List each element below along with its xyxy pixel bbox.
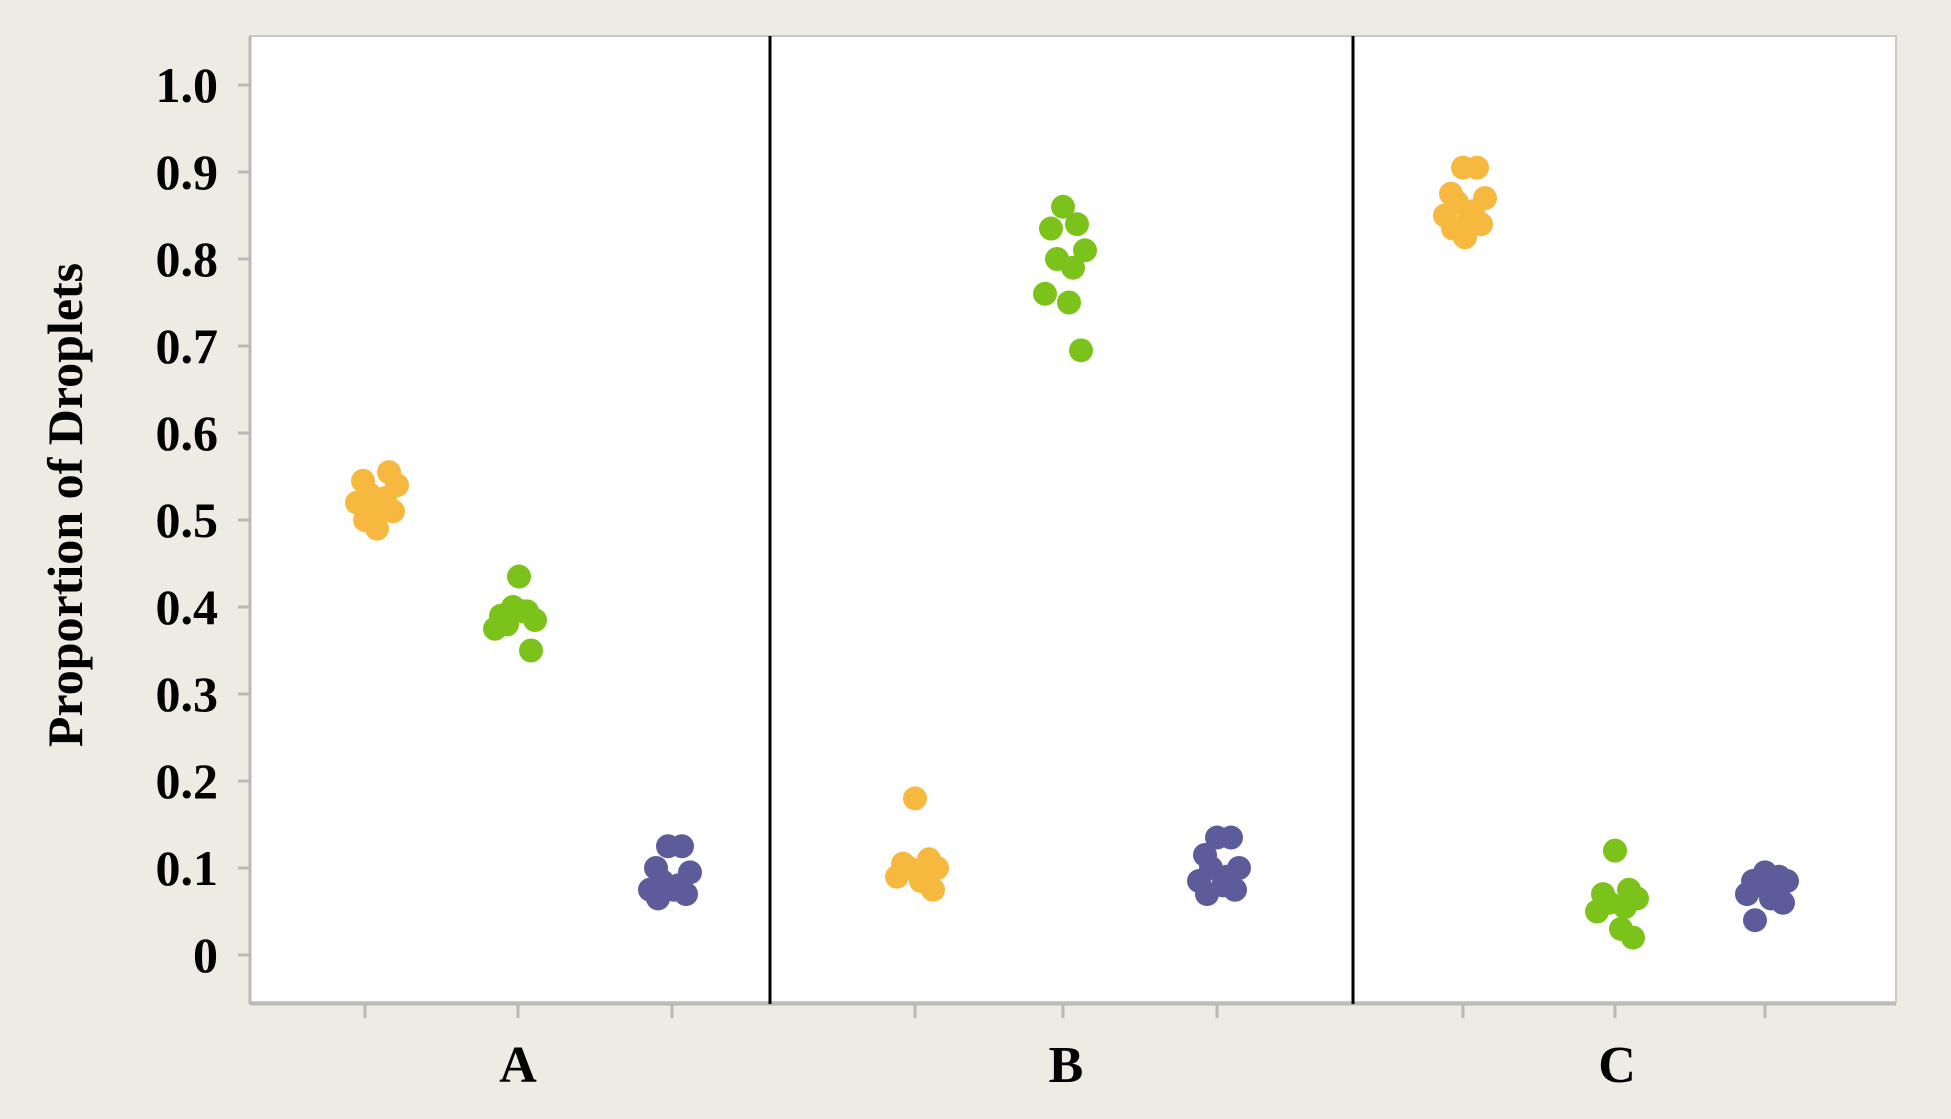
data-point (1223, 877, 1247, 902)
data-points (345, 155, 1799, 950)
data-point (483, 616, 507, 641)
data-point (1073, 238, 1097, 263)
data-point (1453, 225, 1477, 250)
data-point (670, 834, 694, 859)
y-tick-label: 0.4 (156, 579, 219, 635)
data-point (1219, 825, 1243, 850)
data-point (1603, 838, 1627, 863)
data-point (1051, 194, 1075, 219)
data-point (1033, 281, 1057, 306)
data-point (1057, 290, 1081, 315)
y-axis-label: Proportion of Droplets (37, 263, 93, 747)
data-point (1743, 908, 1767, 933)
data-point (511, 599, 535, 624)
y-tick-label: 0.6 (156, 405, 219, 461)
category-label-a: A (499, 1037, 537, 1094)
data-point (921, 877, 945, 902)
y-tick-label: 0.3 (156, 666, 219, 722)
data-point (381, 499, 405, 524)
data-point (1039, 216, 1063, 241)
data-point (1069, 338, 1093, 363)
data-point (1065, 212, 1089, 237)
data-point (365, 516, 389, 541)
data-point (1195, 882, 1219, 907)
data-point (1613, 895, 1637, 920)
data-point (1771, 890, 1795, 915)
data-point (1061, 255, 1085, 280)
y-axis-ticks: 0 0.1 0.2 0.3 0.4 0.5 0.6 0.7 0.8 0.9 1.0 (156, 57, 250, 983)
category-labels: A B C (499, 1037, 1636, 1094)
data-point (1465, 155, 1489, 180)
x-axis-ticks (363, 1004, 1767, 1018)
data-point (1469, 212, 1493, 237)
data-point (1735, 882, 1759, 907)
y-tick-label: 0.5 (156, 492, 219, 548)
data-point (1621, 925, 1645, 950)
y-tick-label: 0.2 (156, 753, 219, 809)
data-point (507, 564, 531, 589)
data-point (646, 886, 670, 911)
data-point (519, 638, 543, 663)
category-label-c: C (1598, 1037, 1636, 1094)
y-tick-label: 1.0 (156, 57, 219, 113)
y-tick-label: 0.8 (156, 231, 219, 287)
category-label-b: B (1049, 1037, 1084, 1094)
data-point (903, 786, 927, 811)
y-tick-label: 0.1 (156, 840, 219, 896)
y-tick-label: 0.7 (156, 318, 219, 374)
data-point (674, 882, 698, 907)
y-tick-label: 0.9 (156, 144, 219, 200)
y-tick-label: 0 (193, 927, 218, 983)
data-point (885, 864, 909, 889)
plot-area (249, 35, 1897, 1003)
data-point (1585, 899, 1609, 924)
